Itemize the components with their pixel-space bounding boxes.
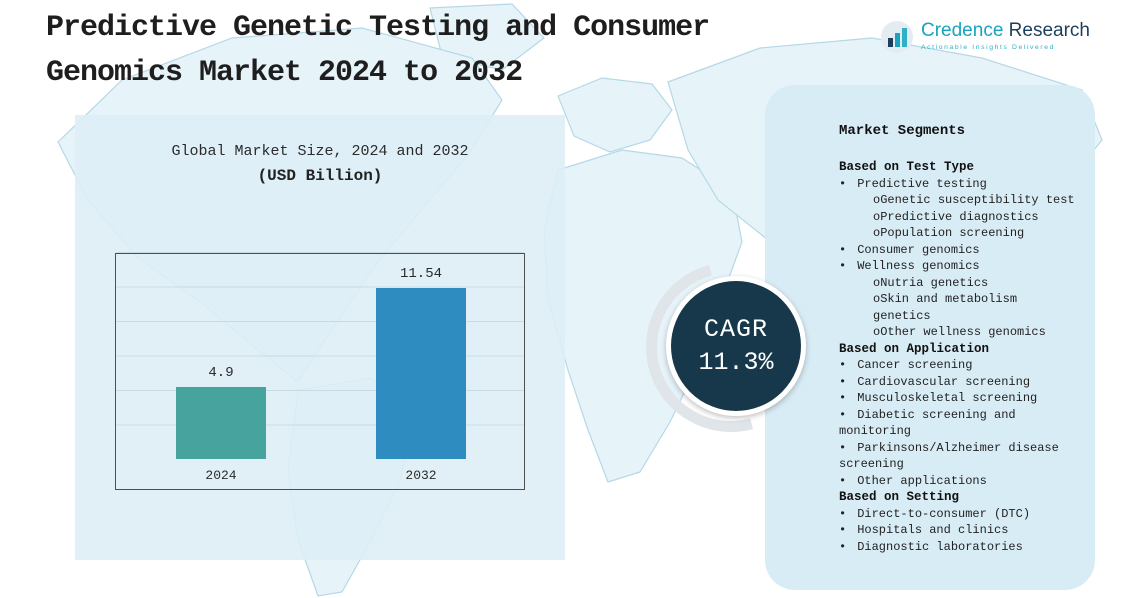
segment-list: • Predictive testing oGenetic susceptibili…	[839, 176, 1077, 341]
bullet-marker: o	[873, 193, 881, 207]
list-item: • Consumer genomics	[839, 242, 1077, 259]
bar-value-label: 11.54	[399, 266, 442, 282]
chart-title: Global Market Size, 2024 and 2032	[171, 143, 469, 160]
list-item: oOther wellness genomics	[873, 324, 1077, 341]
segment-section-setting: Based on Setting • Direct-to-consumer (DT…	[839, 489, 1077, 555]
list-item: • Diagnostic laboratories	[839, 539, 1077, 556]
list-item-label: Other wellness genomics	[880, 325, 1046, 339]
page-title: Predictive Genetic Testing and Consumer …	[46, 6, 710, 96]
bullet-marker: o	[873, 275, 881, 290]
bullet-marker: o	[873, 292, 881, 306]
list-item-label: Predictive diagnostics	[880, 209, 1039, 224]
bar-2024	[176, 387, 266, 459]
segment-section-test-type: Based on Test Type • Predictive testing oG…	[839, 159, 1077, 341]
list-item: oPopulation screening	[873, 225, 1077, 242]
brand-tagline: Actionable Insights Delivered	[921, 44, 1056, 51]
list-item: • Direct-to-consumer (DTC)	[839, 506, 1077, 523]
list-item: • Predictive testing	[839, 176, 1077, 193]
bar-chart-plot: 4.9 11.54 2024 2032	[115, 252, 525, 490]
list-item-label: Other applications	[857, 473, 987, 488]
list-item: • Cancer screening	[839, 357, 1077, 374]
list-item-label: Nutria genetics	[880, 275, 989, 290]
list-item-label: Diabetic screening and monitoring	[839, 407, 1016, 439]
list-item: • Musculoskeletal screening	[839, 390, 1077, 407]
market-size-chart-panel: Global Market Size, 2024 and 2032 (USD B…	[75, 115, 565, 560]
bullet-marker: o	[873, 325, 881, 339]
cagr-label: CAGR	[703, 315, 768, 344]
bullet-marker: •	[839, 407, 847, 422]
segment-section-title: Based on Setting	[839, 490, 960, 504]
list-item-label: Direct-to-consumer (DTC)	[857, 506, 1031, 521]
brand-name-secondary: Research	[1008, 20, 1090, 41]
list-item: oSkin and metabolism genetics	[873, 291, 1077, 324]
list-item: • Cardiovascular screening	[839, 374, 1077, 391]
list-item: • Wellness genomics	[839, 258, 1077, 275]
list-item: • Diabetic screening and monitoring	[839, 407, 1077, 440]
brand-logo-text: Credence Research Actionable Insights De…	[921, 20, 1090, 51]
bullet-marker: •	[839, 506, 847, 521]
chart-subtitle: (USD Billion)	[257, 167, 383, 185]
list-item-label: Musculoskeletal screening	[857, 391, 1038, 405]
bullet-marker: o	[873, 226, 881, 240]
list-item-label: Cancer screening	[857, 358, 973, 372]
segments-heading: Market Segments	[839, 123, 966, 139]
list-item: • Hospitals and clinics	[839, 522, 1077, 539]
cagr-value: 11.3%	[698, 348, 774, 377]
bar-group-2024: 4.9	[176, 365, 266, 459]
list-item-label: Predictive testing	[857, 176, 987, 191]
bullet-marker: •	[839, 259, 847, 273]
brand-logo: Credence Research Actionable Insights De…	[880, 20, 1090, 54]
list-item: oPredictive diagnostics	[873, 209, 1077, 226]
x-tick-2024: 2024	[205, 468, 237, 483]
list-item-label: Hospitals and clinics	[857, 523, 1009, 537]
bullet-marker: •	[839, 473, 847, 488]
list-item-label: Wellness genomics	[857, 259, 980, 273]
bullet-marker: •	[839, 391, 847, 405]
list-item: • Parkinsons/Alzheimer disease screening	[839, 440, 1077, 473]
bar-chart-icon	[881, 21, 913, 53]
bullet-marker: o	[873, 209, 881, 224]
list-item-label: Genetic susceptibility test	[880, 193, 1075, 207]
cagr-badge: CAGR 11.3%	[666, 276, 806, 416]
bullet-marker: •	[839, 440, 847, 455]
bullet-marker: •	[839, 523, 847, 537]
segment-list: • Direct-to-consumer (DTC) • Hospitals and …	[839, 506, 1077, 556]
bar-value-label: 4.9	[208, 365, 234, 381]
segment-list: • Cancer screening • Cardiovascular screeni…	[839, 357, 1077, 489]
list-item: oGenetic susceptibility test	[873, 192, 1077, 209]
list-item-label: Cardiovascular screening	[857, 374, 1031, 389]
list-item-label: Diagnostic laboratories	[857, 539, 1023, 554]
page-title-line2: Genomics Market 2024 to 2032	[46, 56, 523, 90]
segment-section-application: Based on Application • Cancer screening • C…	[839, 341, 1077, 490]
bullet-marker: •	[839, 242, 847, 257]
bullet-marker: •	[839, 374, 847, 389]
list-item-label: Skin and metabolism genetics	[873, 292, 1018, 323]
market-segments-panel: Market Segments Based on Test Type • Pred…	[765, 85, 1095, 590]
bar-2032	[376, 288, 466, 459]
list-item-label: Population screening	[880, 226, 1025, 240]
list-item-label: Parkinsons/Alzheimer disease screening	[839, 440, 1059, 472]
page-title-line1: Predictive Genetic Testing and Consumer	[46, 11, 710, 45]
segment-section-title: Based on Application	[839, 341, 990, 356]
segment-section-title: Based on Test Type	[839, 160, 975, 174]
bullet-marker: •	[839, 358, 847, 372]
brand-name-primary: Credence	[921, 20, 1004, 41]
list-item: oNutria genetics	[873, 275, 1077, 292]
bullet-marker: •	[839, 176, 847, 191]
x-tick-2032: 2032	[405, 468, 437, 483]
list-item-label: Consumer genomics	[857, 242, 980, 257]
bullet-marker: •	[839, 539, 847, 554]
bar-group-2032: 11.54	[376, 266, 466, 459]
list-item: • Other applications	[839, 473, 1077, 490]
